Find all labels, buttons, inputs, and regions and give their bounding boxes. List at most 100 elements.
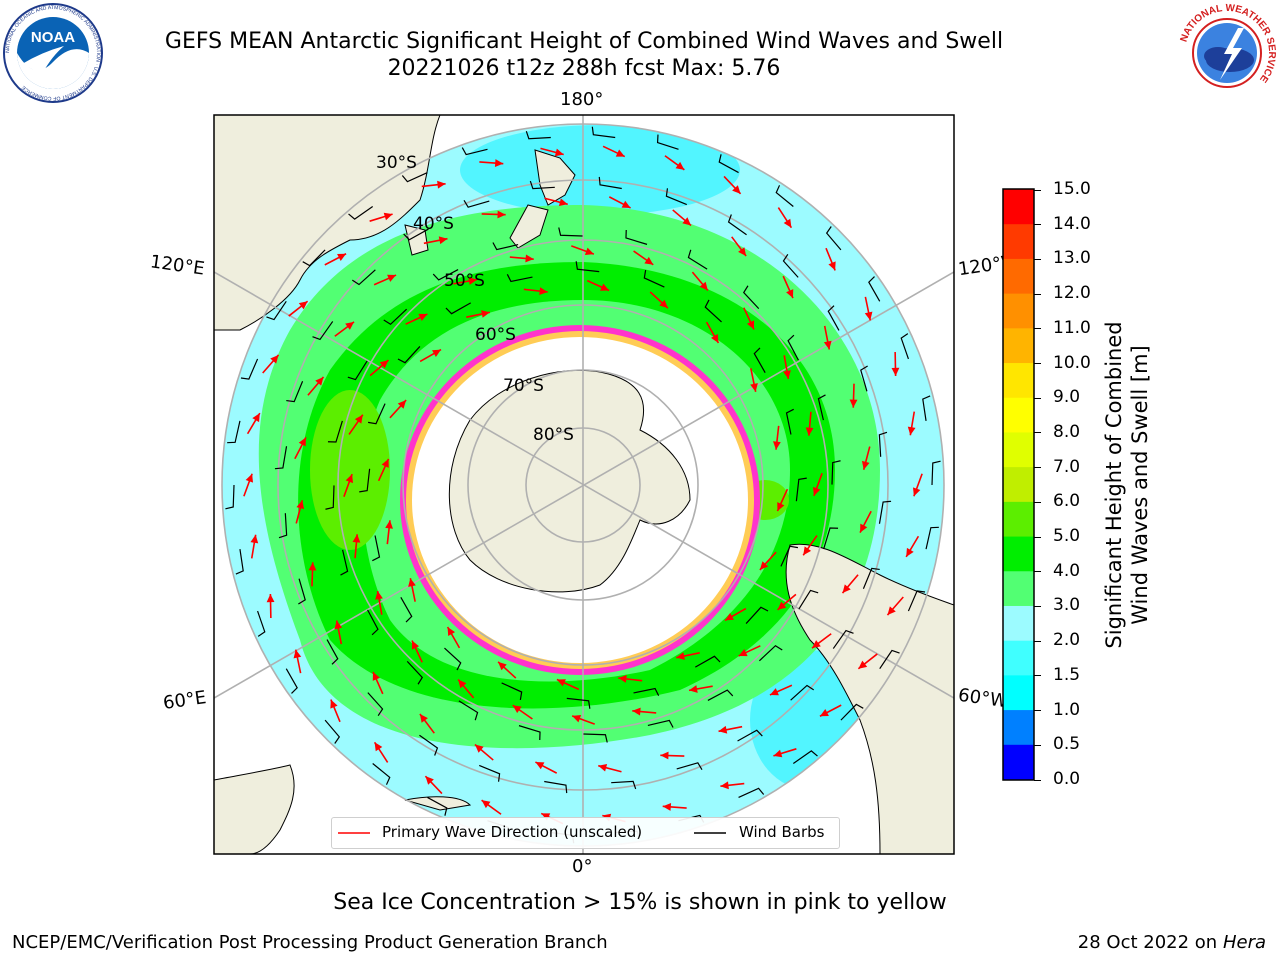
wave-direction-arrowhead xyxy=(676,652,685,660)
wave-direction-arrowhead xyxy=(621,200,631,208)
wave-direction-arrowhead xyxy=(805,427,814,436)
colorbar-tick-mark xyxy=(1034,293,1041,295)
wind-barb xyxy=(643,269,665,288)
colorbar-tick-mark xyxy=(1034,710,1041,712)
wind-barb xyxy=(274,446,288,470)
wind-barb xyxy=(285,668,298,694)
wind-barb xyxy=(583,733,608,743)
wind-barb xyxy=(879,649,900,670)
wind-barb xyxy=(707,689,734,701)
colorbar-tick-label: 0.0 xyxy=(1053,769,1081,789)
wind-barb xyxy=(227,420,241,444)
wave-direction-arrowhead xyxy=(345,474,354,484)
colorbar-segment xyxy=(1003,397,1034,433)
wind-barb xyxy=(347,360,368,381)
wind-barb xyxy=(878,431,888,457)
wave-direction-arrowhead xyxy=(252,413,260,423)
wind-barb xyxy=(831,460,841,485)
lon-label-60e: 60°E xyxy=(161,687,208,714)
wind-barb xyxy=(302,249,326,267)
colorbar-tick-mark xyxy=(1034,605,1041,607)
wind-barb xyxy=(419,734,439,756)
colorbar-tick-mark xyxy=(1034,328,1041,330)
wave-direction-arrowhead xyxy=(598,763,608,772)
wind-barb xyxy=(518,725,541,741)
wave-direction-arrowhead xyxy=(828,261,836,271)
wave-direction-arrowhead xyxy=(497,210,506,219)
wind-barb xyxy=(687,249,708,270)
colorbar-tick-label: 11.0 xyxy=(1053,317,1091,338)
wind-barb xyxy=(544,780,568,794)
wave-direction-arrowhead xyxy=(539,287,548,295)
wind-barb xyxy=(860,365,868,392)
vector-layer xyxy=(225,126,941,844)
wave-direction-arrowhead xyxy=(906,547,914,557)
wind-barb xyxy=(591,126,616,139)
wave-direction-arrowhead xyxy=(849,399,858,408)
wave-direction-arrowhead xyxy=(337,253,347,261)
wave-direction-arrowhead xyxy=(383,212,393,221)
colorbar-segment xyxy=(1003,189,1034,225)
wave-direction-arrowhead xyxy=(724,612,734,621)
wave-direction-arrowhead xyxy=(773,441,781,450)
wave-direction-arrowhead xyxy=(245,473,254,483)
wind-barb xyxy=(825,226,842,251)
wave-direction-arrowhead xyxy=(786,289,794,299)
wind-barb xyxy=(823,527,839,550)
wind-barb xyxy=(785,408,794,435)
wind-barb xyxy=(403,228,429,241)
lat-label-40s: 40°S xyxy=(413,214,454,234)
wind-barb xyxy=(676,762,703,770)
wave-direction-arrowhead xyxy=(615,149,625,157)
wave-direction-arrowhead xyxy=(907,426,916,436)
wind-barb xyxy=(737,729,763,742)
wave-direction-arrowhead xyxy=(437,180,446,189)
wave-direction-arrowhead xyxy=(769,688,779,696)
wave-direction-arrowhead xyxy=(812,486,821,496)
wave-direction-arrowhead xyxy=(512,705,522,714)
wind-barb xyxy=(656,134,679,150)
chart-subtitle: 20221026 t12z 288h fcst Max: 5.76 xyxy=(387,56,781,81)
colorbar-tick-mark xyxy=(1034,189,1041,191)
colorbar-tick-mark xyxy=(1034,258,1041,260)
wind-barb xyxy=(782,253,799,278)
wave-direction-arrowhead xyxy=(738,648,748,657)
wave-direction-arrowhead xyxy=(632,707,641,716)
wave-direction-arrowhead xyxy=(250,534,259,544)
wave-direction-arrowhead xyxy=(750,383,758,392)
colorbar-segment xyxy=(1003,674,1034,711)
lat-label-70s: 70°S xyxy=(503,376,544,396)
lon-label-120e: 120°E xyxy=(148,251,206,280)
wave-direction-arrowhead xyxy=(345,321,355,330)
wind-barb xyxy=(575,261,600,273)
colorbar-segment xyxy=(1003,570,1034,606)
wave-direction-arrowhead xyxy=(803,546,812,556)
colorbar-tick-label: 2.0 xyxy=(1053,630,1081,651)
wave-direction-arrowhead xyxy=(811,640,821,649)
wave-direction-arrowhead xyxy=(759,561,769,570)
wave-direction-arrowhead xyxy=(600,283,610,291)
wind-barb xyxy=(840,703,864,721)
wind-barb xyxy=(383,308,408,326)
wind-barb xyxy=(758,644,783,662)
wind-barb xyxy=(931,460,941,486)
wave-direction-arrowhead xyxy=(379,360,389,369)
wave-direction-arrowhead xyxy=(525,254,534,263)
wind-barb xyxy=(479,764,501,782)
wave-direction-arrowhead xyxy=(912,487,921,497)
colorbar-tick-mark xyxy=(1034,432,1041,434)
wave-direction-arrowhead xyxy=(375,591,383,600)
colorbar-tick-label: 1.0 xyxy=(1053,699,1081,720)
wave-direction-arrowhead xyxy=(315,376,324,386)
wave-direction-arrowhead xyxy=(887,606,896,616)
wave-direction-arrowhead xyxy=(842,584,851,594)
wind-barb xyxy=(444,647,462,671)
wind-barb xyxy=(463,200,490,208)
colorbar-segment xyxy=(1003,501,1034,537)
wave-direction-arrowhead xyxy=(481,800,491,809)
wind-barb xyxy=(718,154,739,174)
wind-barb xyxy=(325,485,335,510)
wind-barb xyxy=(742,285,760,310)
wind-barb xyxy=(506,274,533,283)
wave-direction-arrowhead xyxy=(354,414,363,424)
